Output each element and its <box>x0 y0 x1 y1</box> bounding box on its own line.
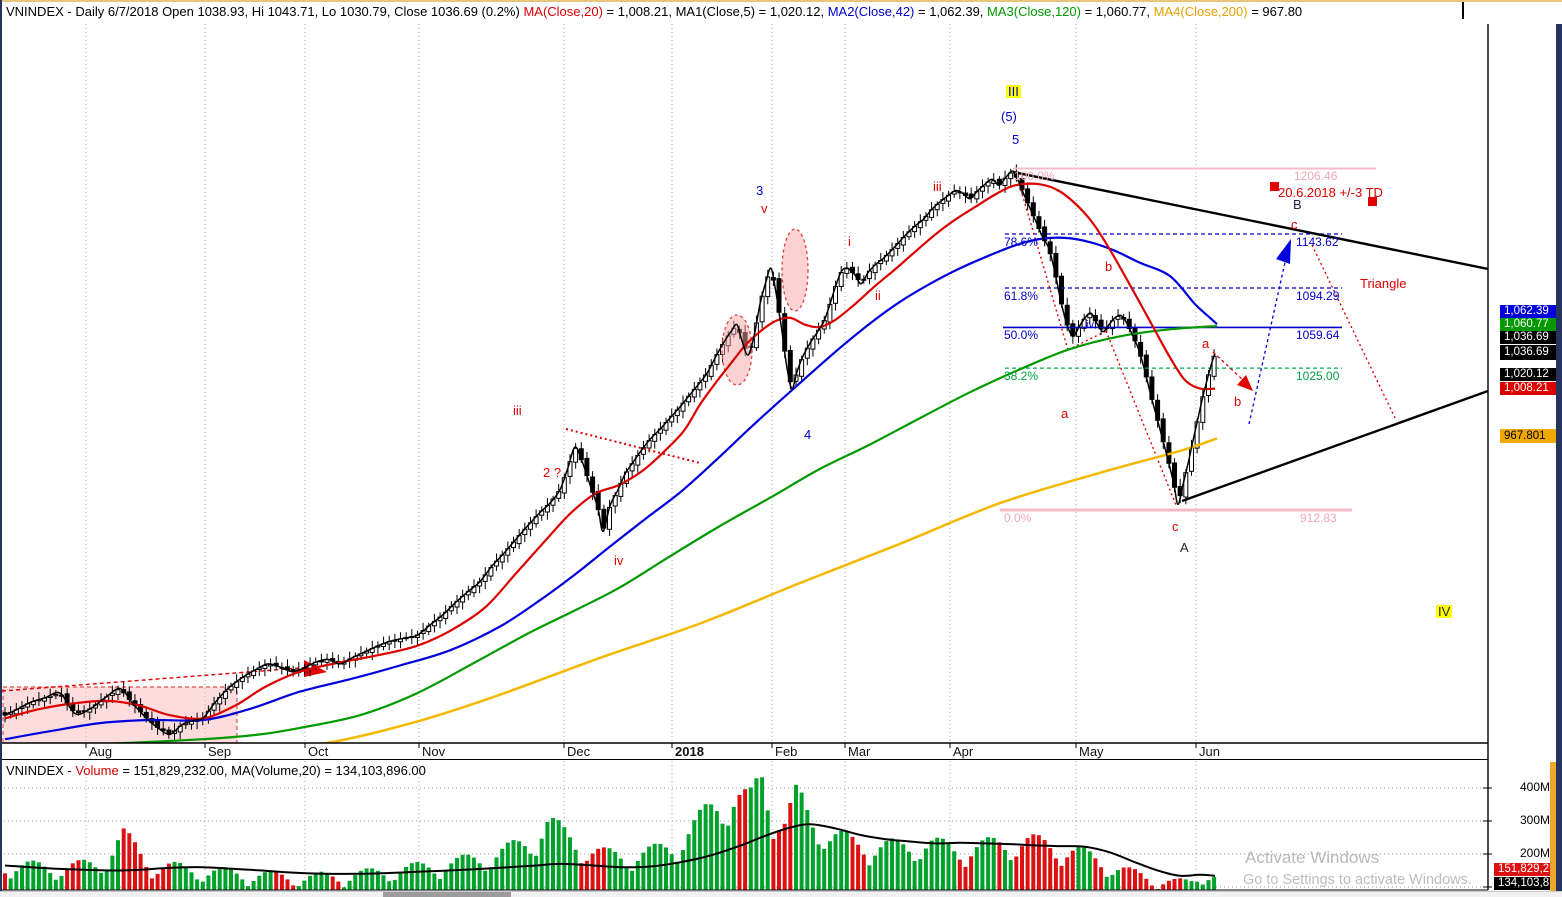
volume-axis-300m: 300M <box>1519 813 1550 827</box>
activate-windows-watermark: Activate Windows <box>1245 848 1380 867</box>
triangle-lower-line <box>1181 389 1488 503</box>
window-right-edge <box>1556 24 1562 897</box>
fibonacci-lines <box>1000 167 1376 512</box>
price-title-segment: = 1,020.12, <box>755 4 828 19</box>
price-tag-ma200: 967.801 <box>1500 429 1556 443</box>
window-left-edge <box>0 0 2 897</box>
volume-tag-current: 151,829,2 <box>1494 863 1550 876</box>
horizontal-scrollbar-thumb[interactable] <box>383 892 511 897</box>
volume-pane-title: VNINDEX - Volume = 151,829,232.00, MA(Vo… <box>6 763 426 778</box>
price-title-segment: = 1,060.77, <box>1080 4 1154 19</box>
activate-windows-hint: Go to Settings to activate Windows. <box>1243 872 1472 888</box>
price-title-segment: MA1(Close,5) <box>675 4 756 19</box>
pullback-down-arrow <box>1237 375 1253 391</box>
price-tag-last-close: 1,036.69 <box>1500 345 1556 360</box>
volume-ma-line <box>4 823 1216 877</box>
volume-axis-400m: 400M <box>1519 780 1550 794</box>
volume-title-segment: = 151,829,232.00, MA(Volume,20) = 134,10… <box>118 763 426 778</box>
volume-tag-ma: 134,103,8 <box>1494 877 1550 890</box>
price-tag-ma20: 1,008.21 <box>1500 382 1556 395</box>
volume-pane-drawing <box>3 777 1217 890</box>
triangle-upper-line <box>1012 170 1488 271</box>
month-gridlines <box>0 24 1492 890</box>
price-title-segment: VNINDEX - Daily 6/7/2018 Open 1038.93, H… <box>6 4 524 19</box>
price-title-segment: = 967.80 <box>1247 4 1303 19</box>
cursor-mark <box>1462 2 1464 19</box>
price-title-segment: MA(Close,20) <box>523 4 603 19</box>
volume-axis-200m: 200M <box>1519 846 1550 860</box>
axis-lines <box>0 24 1489 891</box>
ma200-line <box>319 437 1218 743</box>
window-top-edge <box>0 0 1562 2</box>
volume-title-segment: Volume <box>75 763 119 778</box>
ma5-line <box>4 170 1216 736</box>
price-tag-ma120: 1,060.77 <box>1500 318 1556 331</box>
price-pane-title: VNINDEX - Daily 6/7/2018 Open 1038.93, H… <box>6 4 1302 19</box>
price-tag-ma5: 1,020.12 <box>1500 368 1556 381</box>
ma20-line <box>4 182 1216 720</box>
ma120-line <box>99 325 1218 743</box>
volume-title-segment: VNINDEX - <box>6 763 76 778</box>
price-tag-ma42: 1,062.39 <box>1500 305 1556 318</box>
target-up-arrow <box>1276 239 1291 264</box>
ma42-line <box>4 236 1218 741</box>
price-title-segment: = 1,062.39, <box>914 4 988 19</box>
price-title-segment: MA2(Close,42) <box>827 4 915 19</box>
horizontal-scrollbar-track[interactable] <box>0 891 1562 897</box>
price-tag-close-dup: 1,036.69 <box>1500 331 1556 344</box>
price-title-segment: = 1,008.21, <box>602 4 676 19</box>
window-right-accent <box>1550 762 1556 897</box>
price-title-segment: MA3(Close,120) <box>987 4 1081 19</box>
price-pane-drawing <box>1 164 1488 743</box>
price-title-segment: MA4(Close,200) <box>1153 4 1248 19</box>
